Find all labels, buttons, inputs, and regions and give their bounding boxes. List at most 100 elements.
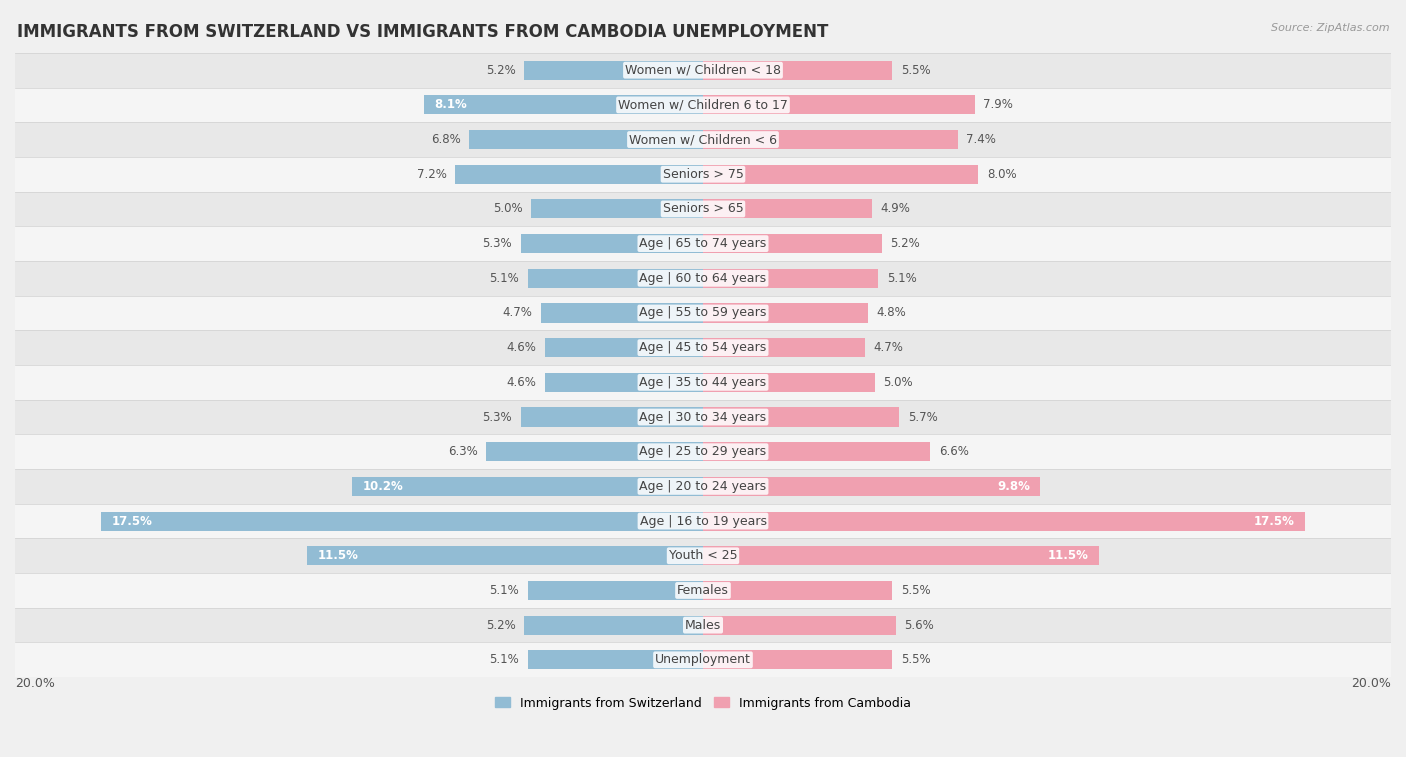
Bar [703, 61, 893, 79]
Bar [15, 261, 1391, 296]
Bar [703, 442, 929, 461]
Bar [703, 165, 979, 184]
Text: 6.3%: 6.3% [449, 445, 478, 458]
Text: Age | 30 to 34 years: Age | 30 to 34 years [640, 410, 766, 423]
Bar [520, 234, 703, 253]
Text: 5.5%: 5.5% [901, 653, 931, 666]
Bar [703, 199, 872, 219]
Text: 4.6%: 4.6% [506, 341, 536, 354]
Text: Age | 20 to 24 years: Age | 20 to 24 years [640, 480, 766, 493]
Bar [703, 130, 957, 149]
Bar [527, 650, 703, 669]
Bar [308, 547, 703, 565]
Text: Age | 55 to 59 years: Age | 55 to 59 years [640, 307, 766, 319]
Text: Age | 16 to 19 years: Age | 16 to 19 years [640, 515, 766, 528]
Text: 8.0%: 8.0% [987, 168, 1017, 181]
Text: 4.7%: 4.7% [873, 341, 903, 354]
Bar [15, 53, 1391, 88]
Bar [15, 330, 1391, 365]
Bar [544, 338, 703, 357]
Bar [15, 573, 1391, 608]
Bar [527, 581, 703, 600]
Text: Age | 65 to 74 years: Age | 65 to 74 years [640, 237, 766, 250]
Text: 5.2%: 5.2% [485, 618, 516, 631]
Text: Youth < 25: Youth < 25 [669, 550, 737, 562]
Text: 4.9%: 4.9% [880, 202, 910, 216]
Text: Seniors > 75: Seniors > 75 [662, 168, 744, 181]
Text: 17.5%: 17.5% [1254, 515, 1295, 528]
Text: 5.3%: 5.3% [482, 410, 512, 423]
Text: IMMIGRANTS FROM SWITZERLAND VS IMMIGRANTS FROM CAMBODIA UNEMPLOYMENT: IMMIGRANTS FROM SWITZERLAND VS IMMIGRANT… [17, 23, 828, 41]
Text: Source: ZipAtlas.com: Source: ZipAtlas.com [1271, 23, 1389, 33]
Text: 5.2%: 5.2% [485, 64, 516, 76]
Text: Age | 60 to 64 years: Age | 60 to 64 years [640, 272, 766, 285]
Bar [703, 95, 974, 114]
Bar [15, 365, 1391, 400]
Text: 5.1%: 5.1% [489, 584, 519, 597]
Text: 11.5%: 11.5% [318, 550, 359, 562]
Text: 20.0%: 20.0% [1351, 678, 1391, 690]
Text: 9.8%: 9.8% [997, 480, 1029, 493]
Bar [15, 538, 1391, 573]
Text: 5.0%: 5.0% [492, 202, 523, 216]
Text: 8.1%: 8.1% [434, 98, 467, 111]
Text: Age | 35 to 44 years: Age | 35 to 44 years [640, 376, 766, 389]
Text: 4.8%: 4.8% [877, 307, 907, 319]
Text: 4.6%: 4.6% [506, 376, 536, 389]
Text: Women w/ Children 6 to 17: Women w/ Children 6 to 17 [619, 98, 787, 111]
Bar [703, 477, 1040, 496]
Text: 10.2%: 10.2% [363, 480, 404, 493]
Bar [15, 157, 1391, 192]
Bar [703, 615, 896, 634]
Bar [456, 165, 703, 184]
Text: 5.5%: 5.5% [901, 584, 931, 597]
Text: Unemployment: Unemployment [655, 653, 751, 666]
Bar [15, 296, 1391, 330]
Text: 5.7%: 5.7% [908, 410, 938, 423]
Bar [703, 547, 1098, 565]
Bar [15, 608, 1391, 643]
Text: 4.7%: 4.7% [503, 307, 533, 319]
Text: 7.9%: 7.9% [983, 98, 1014, 111]
Text: 5.1%: 5.1% [489, 272, 519, 285]
Text: 5.1%: 5.1% [489, 653, 519, 666]
Text: 5.1%: 5.1% [887, 272, 917, 285]
Text: 5.2%: 5.2% [890, 237, 921, 250]
Bar [527, 269, 703, 288]
Bar [352, 477, 703, 496]
Bar [703, 338, 865, 357]
Text: 7.4%: 7.4% [966, 133, 995, 146]
Bar [703, 650, 893, 669]
Bar [520, 407, 703, 427]
Text: 5.0%: 5.0% [883, 376, 914, 389]
Bar [15, 400, 1391, 435]
Text: Women w/ Children < 6: Women w/ Children < 6 [628, 133, 778, 146]
Bar [15, 88, 1391, 122]
Bar [703, 372, 875, 392]
Text: 20.0%: 20.0% [15, 678, 55, 690]
Bar [531, 199, 703, 219]
Bar [703, 234, 882, 253]
Bar [101, 512, 703, 531]
Bar [15, 226, 1391, 261]
Bar [524, 615, 703, 634]
Bar [15, 469, 1391, 503]
Text: Seniors > 65: Seniors > 65 [662, 202, 744, 216]
Bar [524, 61, 703, 79]
Text: Males: Males [685, 618, 721, 631]
Bar [703, 304, 868, 322]
Bar [703, 512, 1305, 531]
Text: Age | 45 to 54 years: Age | 45 to 54 years [640, 341, 766, 354]
Text: 6.8%: 6.8% [430, 133, 461, 146]
Bar [703, 407, 898, 427]
Text: 5.5%: 5.5% [901, 64, 931, 76]
Bar [15, 503, 1391, 538]
Bar [470, 130, 703, 149]
Bar [541, 304, 703, 322]
Bar [486, 442, 703, 461]
Text: 7.2%: 7.2% [416, 168, 447, 181]
Legend: Immigrants from Switzerland, Immigrants from Cambodia: Immigrants from Switzerland, Immigrants … [489, 692, 917, 715]
Text: Females: Females [678, 584, 728, 597]
Text: 6.6%: 6.6% [939, 445, 969, 458]
Text: 5.3%: 5.3% [482, 237, 512, 250]
